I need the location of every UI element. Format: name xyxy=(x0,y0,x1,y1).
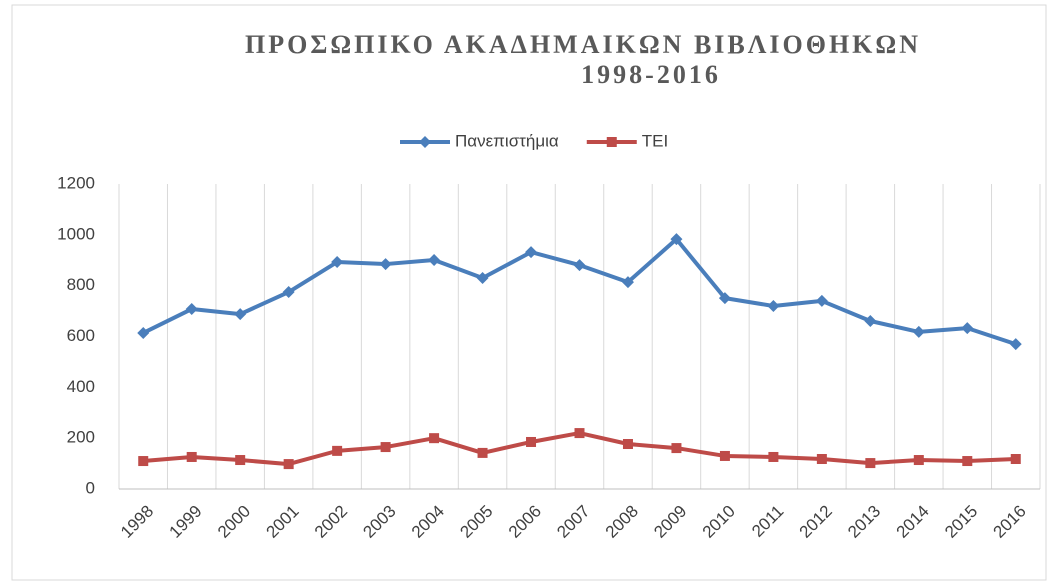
y-tick-label: 600 xyxy=(67,326,95,345)
marker xyxy=(137,326,150,339)
y-tick-label: 800 xyxy=(67,275,95,294)
marker xyxy=(864,314,877,327)
marker xyxy=(379,258,392,271)
marker xyxy=(332,445,343,456)
marker xyxy=(185,303,198,316)
marker xyxy=(718,292,731,305)
marker xyxy=(912,325,925,338)
marker xyxy=(283,459,294,470)
marker xyxy=(235,455,246,466)
marker xyxy=(767,300,780,312)
marker xyxy=(671,443,682,454)
marker xyxy=(816,454,827,465)
legend-label: Πανεπιστήμια xyxy=(455,131,559,150)
marker xyxy=(234,308,247,321)
chart-subtitle: 1998-2016 xyxy=(581,60,721,89)
marker xyxy=(282,286,295,299)
marker xyxy=(913,455,924,466)
marker xyxy=(526,436,537,447)
legend-label: ΤΕΙ xyxy=(642,131,668,150)
marker xyxy=(186,451,197,462)
y-tick-label: 400 xyxy=(67,377,95,396)
chart-frame xyxy=(11,4,1047,581)
marker xyxy=(768,451,779,462)
marker xyxy=(962,456,973,467)
marker xyxy=(1010,454,1021,465)
marker xyxy=(622,439,633,450)
marker xyxy=(961,322,974,335)
y-tick-label: 1200 xyxy=(57,173,95,192)
marker xyxy=(477,447,488,458)
marker xyxy=(1009,338,1022,351)
y-tick-label: 200 xyxy=(67,428,95,447)
marker xyxy=(865,458,876,469)
marker xyxy=(573,259,586,272)
marker xyxy=(138,456,149,467)
marker xyxy=(331,256,344,269)
marker xyxy=(606,137,617,147)
marker xyxy=(419,136,431,148)
marker xyxy=(525,246,538,259)
marker xyxy=(670,233,683,246)
marker xyxy=(476,272,489,285)
marker xyxy=(380,442,391,453)
y-tick-label: 1000 xyxy=(57,224,95,243)
marker xyxy=(429,433,440,444)
y-tick-label: 0 xyxy=(86,478,95,497)
marker xyxy=(621,276,634,289)
marker xyxy=(815,294,828,307)
marker xyxy=(719,450,730,461)
chart-title: ΠΡΟΣΩΠΙΚΟ ΑΚΑΔΗΜΑΙΚΩΝ ΒΙΒΛΙΟΘΗΚΩΝ xyxy=(245,30,921,59)
marker xyxy=(428,253,441,266)
marker xyxy=(574,428,585,439)
